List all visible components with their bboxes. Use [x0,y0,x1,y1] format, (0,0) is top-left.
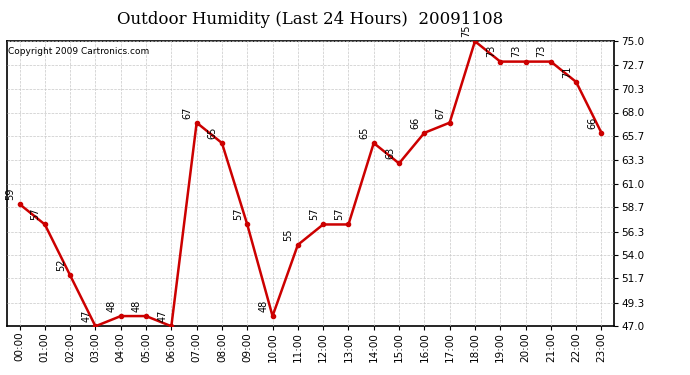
Text: 63: 63 [385,147,395,159]
Text: 57: 57 [309,208,319,220]
Text: 65: 65 [359,126,370,139]
Text: 59: 59 [6,188,15,200]
Text: Outdoor Humidity (Last 24 Hours)  20091108: Outdoor Humidity (Last 24 Hours) 2009110… [117,11,504,28]
Text: 67: 67 [182,106,193,118]
Text: 66: 66 [410,117,420,129]
Text: 66: 66 [587,117,598,129]
Text: 65: 65 [208,126,218,139]
Text: 73: 73 [537,45,546,57]
Text: 57: 57 [334,208,344,220]
Text: 48: 48 [106,300,117,312]
Text: 47: 47 [157,310,167,322]
Text: 73: 73 [486,45,496,57]
Text: 52: 52 [56,259,66,271]
Text: 71: 71 [562,65,572,78]
Text: 67: 67 [435,106,446,118]
Text: 73: 73 [511,45,522,57]
Text: 55: 55 [284,228,294,241]
Text: 47: 47 [81,310,91,322]
Text: 75: 75 [461,25,471,37]
Text: 48: 48 [132,300,142,312]
Text: 48: 48 [258,300,268,312]
Text: 57: 57 [30,208,41,220]
Text: 57: 57 [233,208,243,220]
Text: Copyright 2009 Cartronics.com: Copyright 2009 Cartronics.com [8,47,149,56]
